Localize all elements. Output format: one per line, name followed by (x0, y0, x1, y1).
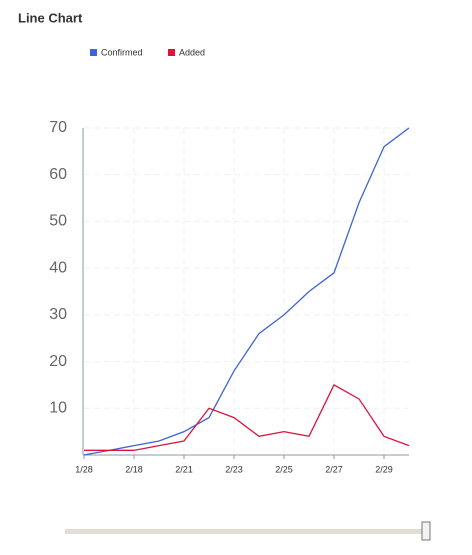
x-tick-label: 2/18 (125, 464, 143, 474)
slider-thumb[interactable] (421, 521, 431, 541)
x-tick-label: 2/27 (325, 464, 343, 474)
legend-label: Added (179, 47, 205, 57)
x-tick-label: 1/28 (75, 464, 93, 474)
x-tick-label: 2/23 (225, 464, 243, 474)
legend-swatch (168, 49, 175, 56)
legend-label: Confirmed (101, 47, 143, 57)
y-tick-label: 10 (49, 400, 67, 417)
plot: 10 20 30 40 50 60 70 1/28 2/18 2/21 2/23 2/25 2/27 2/… (49, 119, 410, 474)
x-tick-label: 2/25 (275, 464, 293, 474)
y-tick-label: 30 (49, 306, 67, 323)
series-line (83, 127, 410, 456)
chart-title: Line Chart (18, 10, 83, 25)
legend: Confirmed Added (90, 47, 205, 57)
slider-track[interactable] (65, 529, 428, 534)
y-tick-label: 50 (49, 213, 67, 230)
y-tick-label: 60 (49, 166, 67, 183)
y-tick-label: 20 (49, 353, 67, 370)
x-tick-label: 2/29 (375, 464, 393, 474)
series-line (84, 384, 410, 451)
x-tick-label: 2/21 (175, 464, 193, 474)
y-tick-label: 40 (49, 259, 67, 276)
y-tick-label: 70 (49, 119, 67, 136)
slider[interactable] (65, 521, 431, 541)
legend-swatch (90, 49, 97, 56)
